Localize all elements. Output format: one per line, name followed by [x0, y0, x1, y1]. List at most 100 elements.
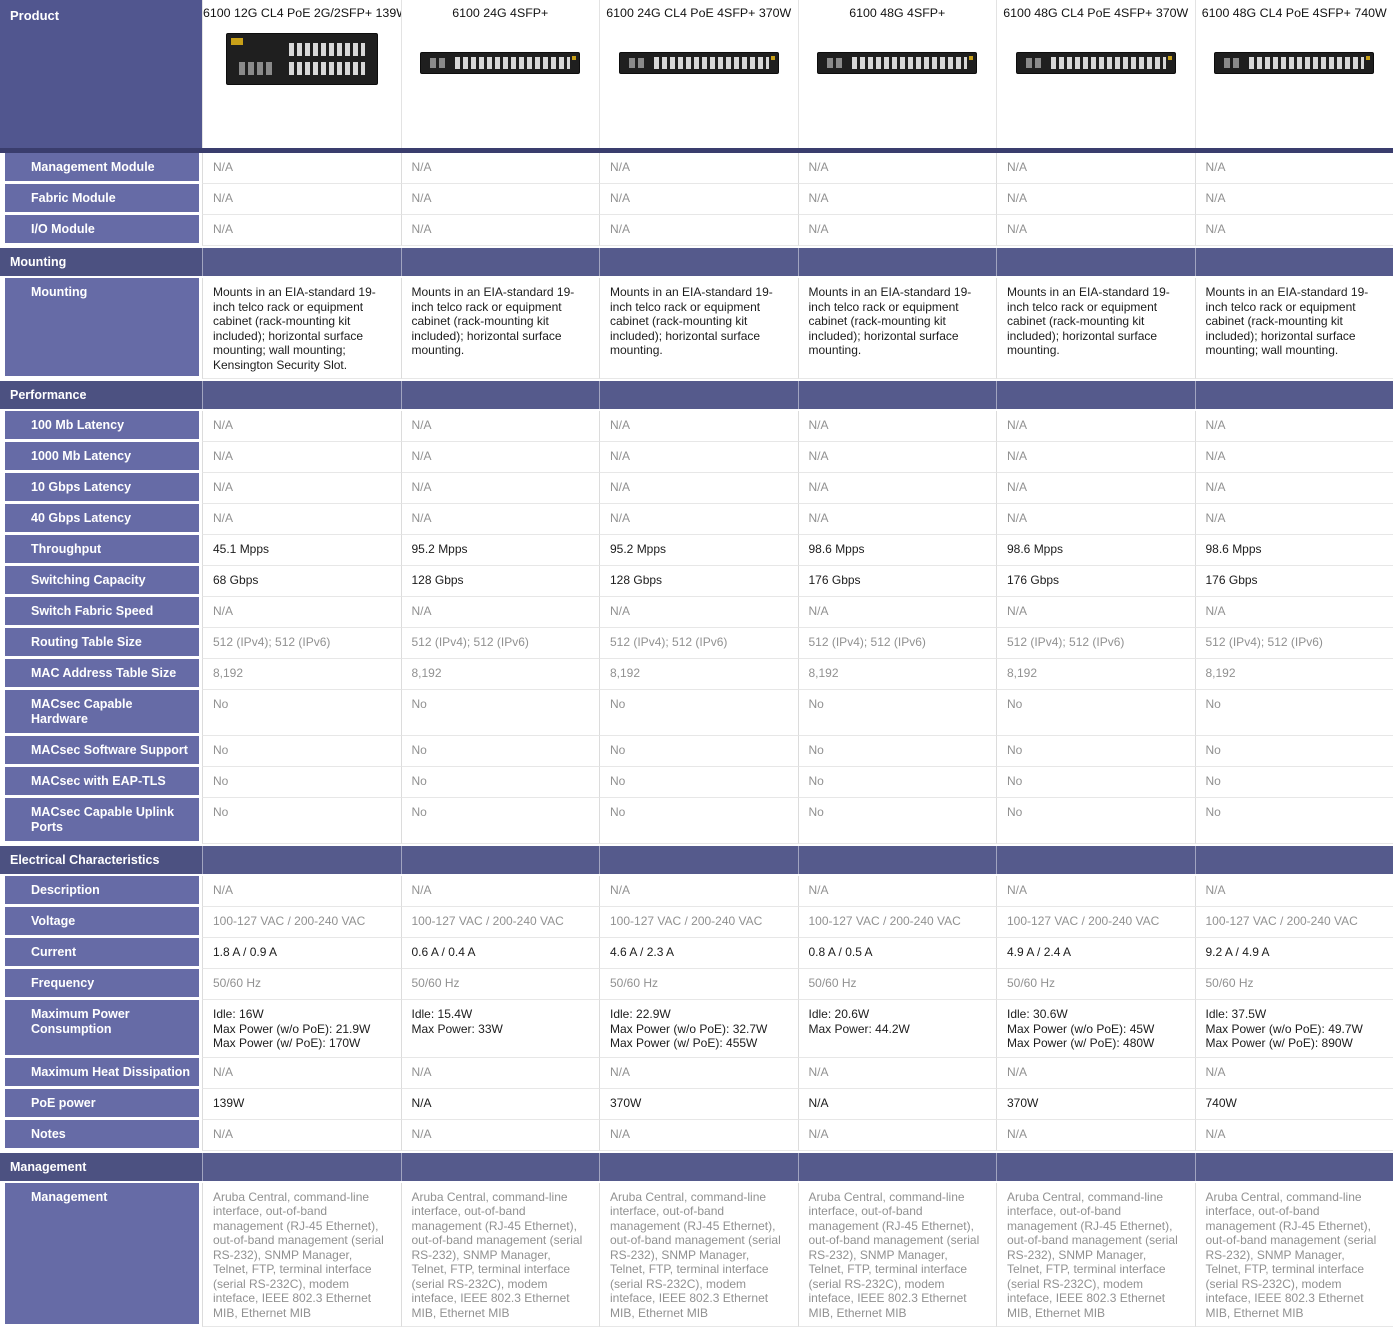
value-cell: N/A	[401, 442, 600, 473]
value-cell: N/A	[1195, 411, 1393, 442]
value-cell: N/A	[202, 876, 401, 907]
value-cell: 45.1 Mpps	[202, 535, 401, 566]
value-cell: 1.8 A / 0.9 A	[202, 938, 401, 969]
value-cell: 176 Gbps	[996, 566, 1195, 597]
row-label: MAC Address Table Size	[5, 659, 199, 687]
product-name: 6100 24G 4SFP+	[402, 6, 600, 20]
brand-sticker	[969, 56, 973, 60]
section-band-cell	[1195, 381, 1393, 409]
value-cell: No	[798, 798, 997, 844]
value-cell: Mounts in an EIA-standard 19-inch telco …	[401, 278, 600, 379]
value-cell: N/A	[996, 597, 1195, 628]
sfp-ports	[1026, 58, 1044, 68]
value-cell: No	[599, 798, 798, 844]
value-cell: N/A	[798, 153, 997, 184]
switch-product-image	[1214, 52, 1374, 74]
value-cell: 128 Gbps	[401, 566, 600, 597]
value-cell: No	[1195, 767, 1393, 798]
section-band-cell	[401, 248, 600, 276]
value-cell: No	[202, 690, 401, 736]
value-cell: Idle: 15.4W Max Power: 33W	[401, 1000, 600, 1058]
value-cell: N/A	[599, 597, 798, 628]
row-label: 40 Gbps Latency	[5, 504, 199, 532]
table-row: Maximum Power Consumption Idle: 16W Max …	[0, 1000, 1393, 1058]
value-cell: N/A	[1195, 473, 1393, 504]
value-cell: N/A	[202, 184, 401, 215]
value-cell: 8,192	[798, 659, 997, 690]
value-cell: N/A	[798, 473, 997, 504]
value-cell: 512 (IPv4); 512 (IPv6)	[599, 628, 798, 659]
section-band-cell	[599, 846, 798, 874]
row-label: Maximum Heat Dissipation	[5, 1058, 199, 1086]
value-cell: N/A	[599, 473, 798, 504]
value-cell: 95.2 Mpps	[599, 535, 798, 566]
section-band-cell	[798, 248, 997, 276]
row-label: MACsec with EAP-TLS	[5, 767, 199, 795]
value-cell: N/A	[798, 411, 997, 442]
value-cell: N/A	[1195, 184, 1393, 215]
port-row	[852, 57, 967, 69]
section-band-cell	[202, 381, 401, 409]
value-cell: No	[798, 767, 997, 798]
value-cell: No	[996, 736, 1195, 767]
row-label: Notes	[5, 1120, 199, 1148]
value-cell: N/A	[798, 442, 997, 473]
value-cell: 370W	[599, 1089, 798, 1120]
section-band-cell	[599, 381, 798, 409]
section-band-cell	[1195, 248, 1393, 276]
value-cell: 8,192	[996, 659, 1195, 690]
value-cell: N/A	[996, 1058, 1195, 1089]
value-cell: Idle: 30.6W Max Power (w/o PoE): 45W Max…	[996, 1000, 1195, 1058]
section-band-cell	[202, 248, 401, 276]
section-band-cell	[599, 248, 798, 276]
value-cell: Idle: 37.5W Max Power (w/o PoE): 49.7W M…	[1195, 1000, 1393, 1058]
value-cell: 128 Gbps	[599, 566, 798, 597]
brand-sticker	[1366, 56, 1370, 60]
value-cell: Mounts in an EIA-standard 19-inch telco …	[202, 278, 401, 379]
value-cell: 8,192	[599, 659, 798, 690]
value-cell: 370W	[996, 1089, 1195, 1120]
value-cell: No	[798, 690, 997, 736]
section-header-row: Performance	[0, 381, 1393, 409]
section-title: Performance	[0, 381, 202, 409]
brand-sticker	[771, 56, 775, 60]
row-label: 1000 Mb Latency	[5, 442, 199, 470]
value-cell: N/A	[996, 473, 1195, 504]
value-cell: No	[1195, 798, 1393, 844]
value-cell: 50/60 Hz	[996, 969, 1195, 1000]
value-cell: N/A	[996, 442, 1195, 473]
section-header-row: Management	[0, 1153, 1393, 1181]
port-row	[455, 57, 570, 69]
brand-sticker	[231, 38, 243, 45]
value-cell: N/A	[1195, 153, 1393, 184]
value-cell: No	[599, 690, 798, 736]
section-title: Mounting	[0, 248, 202, 276]
row-label: Voltage	[5, 907, 199, 935]
value-cell: N/A	[599, 153, 798, 184]
value-cell: 50/60 Hz	[401, 969, 600, 1000]
switch-product-image	[420, 52, 580, 74]
value-cell: Aruba Central, command-line interface, o…	[1195, 1183, 1393, 1327]
value-cell: Aruba Central, command-line interface, o…	[798, 1183, 997, 1327]
switch-product-image	[817, 52, 977, 74]
product-column-header: 6100 24G 4SFP+	[401, 0, 600, 148]
value-cell: 512 (IPv4); 512 (IPv6)	[401, 628, 600, 659]
value-cell: 512 (IPv4); 512 (IPv6)	[202, 628, 401, 659]
value-cell: 98.6 Mpps	[798, 535, 997, 566]
row-label: Maximum Power Consumption	[5, 1000, 199, 1055]
table-row: Mounting Mounts in an EIA-standard 19-in…	[0, 278, 1393, 379]
value-cell: N/A	[599, 411, 798, 442]
value-cell: 512 (IPv4); 512 (IPv6)	[996, 628, 1195, 659]
value-cell: N/A	[401, 1120, 600, 1151]
sfp-ports	[239, 62, 275, 75]
value-cell: N/A	[798, 184, 997, 215]
value-cell: 50/60 Hz	[798, 969, 997, 1000]
value-cell: N/A	[401, 597, 600, 628]
